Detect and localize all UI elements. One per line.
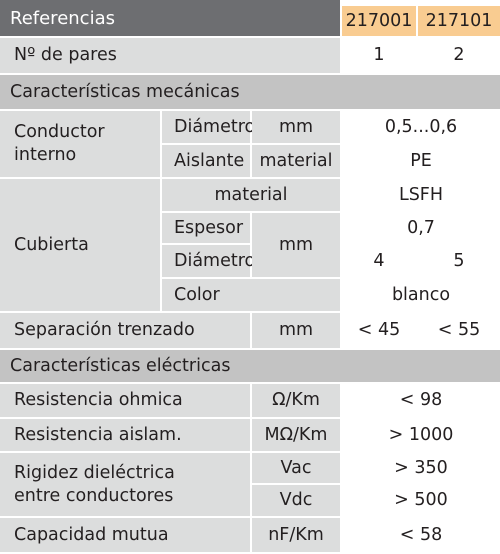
ohmic-resistance-value: < 98 xyxy=(342,384,500,417)
pairs-value-217001: 1 xyxy=(342,38,416,73)
cover-mm-unit: mm xyxy=(252,213,340,277)
ohmic-resistance-unit: Ω/Km xyxy=(252,384,340,417)
reference-217101: 217101 xyxy=(418,6,500,36)
dielectric-strength-label: Rigidez dieléctrica entre conductores xyxy=(0,453,250,516)
cover-diameter-label: Diámetro xyxy=(162,245,255,277)
conductor-insulation-unit: material xyxy=(252,145,340,177)
pairs-value-217101: 2 xyxy=(418,38,500,73)
cover-diameter-value-217101: 5 xyxy=(418,245,500,277)
conductor-label: Conductor interno xyxy=(0,111,160,177)
dielectric-strength-label-line1: Rigidez dieléctrica xyxy=(14,462,175,483)
cover-thickness-label: Espesor xyxy=(162,213,250,243)
cover-material-value: LSFH xyxy=(342,179,500,211)
conductor-diameter-label: Diámetro xyxy=(162,111,255,143)
ohmic-resistance-label: Resistencia ohmica xyxy=(0,384,250,417)
conductor-insulation-label: Aislante xyxy=(162,145,250,177)
dielectric-strength-label-line2: entre conductores xyxy=(14,485,174,506)
insulation-resistance-unit: MΩ/Km xyxy=(252,419,340,451)
insulation-resistance-label: Resistencia aislam. xyxy=(0,419,250,451)
table-header-label: Referencias xyxy=(0,0,340,36)
pairs-label: Nº de pares xyxy=(0,38,340,73)
reference-217001: 217001 xyxy=(342,6,416,36)
dielectric-vdc-value: > 500 xyxy=(342,485,500,516)
twist-separation-value-217101: < 55 xyxy=(418,313,500,348)
conductor-insulation-value: PE xyxy=(342,145,500,177)
section-electrical-title: Características eléctricas xyxy=(0,350,500,382)
twist-separation-value-217001: < 45 xyxy=(342,313,416,348)
dielectric-vac-unit: Vac xyxy=(252,453,340,483)
mutual-capacitance-value: < 58 xyxy=(342,518,500,552)
insulation-resistance-value: > 1000 xyxy=(342,419,500,451)
twist-separation-unit: mm xyxy=(252,313,340,348)
dielectric-vdc-unit: Vdc xyxy=(252,485,340,516)
cover-color-label: Color xyxy=(162,279,340,311)
mutual-capacitance-unit: nF/Km xyxy=(252,518,340,552)
conductor-diameter-value: 0,5...0,6 xyxy=(342,111,500,143)
conductor-label-line1: Conductor xyxy=(14,122,105,142)
cover-label: Cubierta xyxy=(0,179,160,311)
twist-separation-label: Separación trenzado xyxy=(0,313,250,348)
cover-material-label: material xyxy=(162,179,340,211)
section-mechanical-title: Características mecánicas xyxy=(0,75,500,109)
cover-color-value: blanco xyxy=(342,279,500,311)
cover-thickness-value: 0,7 xyxy=(342,213,500,243)
mutual-capacitance-label: Capacidad mutua xyxy=(0,518,250,552)
dielectric-vac-value: > 350 xyxy=(342,453,500,483)
conductor-label-line2: interno xyxy=(14,145,77,165)
conductor-diameter-unit: mm xyxy=(252,111,340,143)
cover-diameter-value-217001: 4 xyxy=(342,245,416,277)
